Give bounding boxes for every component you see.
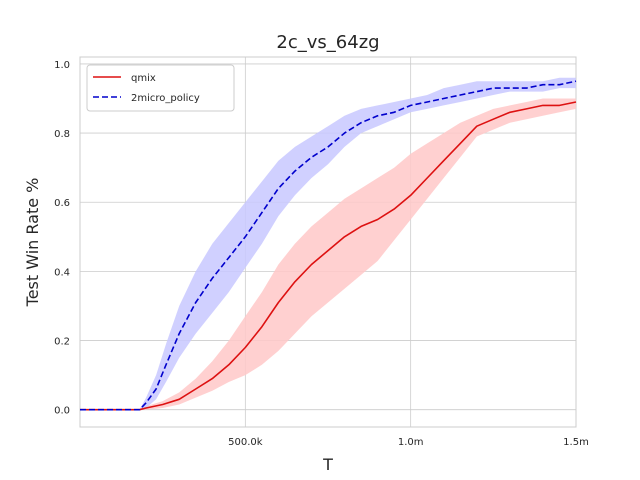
y-axis-label: Test Win Rate %	[23, 178, 42, 308]
x-tick-label: 500.0k	[228, 437, 263, 448]
y-tick-label: 0.0	[54, 406, 70, 417]
y-tick-label: 0.6	[54, 198, 70, 209]
y-tick-label: 0.2	[54, 337, 70, 348]
series-band-2micro_policy	[80, 77, 576, 410]
y-tick-label: 0.4	[54, 267, 70, 278]
legend-box	[86, 64, 235, 112]
legend-label-2micro_policy: 2micro_policy	[131, 93, 200, 104]
legend-label-qmix: qmix	[131, 73, 156, 84]
x-axis-label: T	[322, 455, 333, 474]
series-line-2micro_policy	[80, 80, 577, 411]
plot-area: 0.0 0.2 0.4 0.6 0.8 1.0 500.0k 1.0m 1.5m	[54, 56, 589, 448]
series-line-qmix	[80, 101, 577, 411]
series-band-qmix	[80, 98, 576, 410]
y-tick-label: 0.8	[54, 129, 70, 140]
x-tick-label: 1.0m	[398, 437, 424, 448]
legend: qmix 2micro_policy	[86, 64, 235, 112]
y-tick-label: 1.0	[54, 60, 70, 71]
chart-title: 2c_vs_64zg	[276, 32, 379, 53]
x-tick-label: 1.5m	[563, 437, 589, 448]
